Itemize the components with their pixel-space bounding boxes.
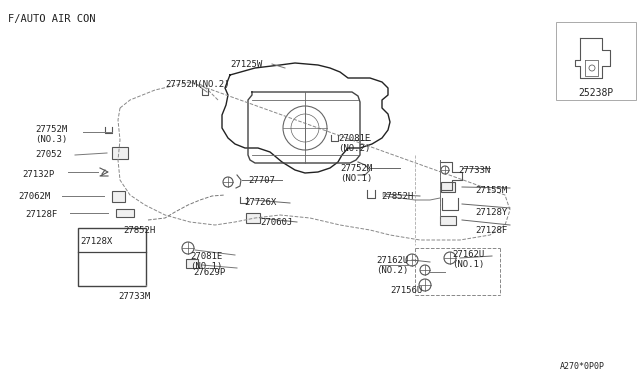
Bar [186,259,198,268]
Text: 27128F: 27128F [475,226,508,235]
Text: 27155M: 27155M [475,186,508,195]
Text: 27852H: 27852H [123,226,156,235]
Text: 27733M: 27733M [118,292,150,301]
Text: (NO.1): (NO.1) [340,174,372,183]
Text: 27852H: 27852H [381,192,413,201]
Text: 27060J: 27060J [260,218,292,227]
Bar [441,182,455,192]
Text: 27752M: 27752M [35,125,67,134]
Text: 27156U: 27156U [390,286,422,295]
Bar [440,216,456,225]
Text: 27062M: 27062M [18,192,51,201]
Text: (NO.2): (NO.2) [376,266,408,275]
Text: 27052: 27052 [35,150,62,159]
Text: 27162U: 27162U [452,250,484,259]
Text: 27081E: 27081E [190,252,222,261]
Text: 27726X: 27726X [244,198,276,207]
Text: 27128Y: 27128Y [475,208,508,217]
Bar [246,213,260,223]
Text: 27707: 27707 [248,176,275,185]
Bar [112,191,125,202]
Text: 27125W: 27125W [230,60,262,69]
Text: 27752M: 27752M [340,164,372,173]
Text: (NO.1): (NO.1) [452,260,484,269]
Bar [78,228,146,286]
Text: 27132P: 27132P [22,170,54,179]
Bar [116,209,134,217]
Text: (NO.2): (NO.2) [338,144,371,153]
Text: 27162U: 27162U [376,256,408,265]
Text: (NO.3): (NO.3) [35,135,67,144]
Text: 27752M(NO.2): 27752M(NO.2) [165,80,230,89]
Text: F/AUTO AIR CON: F/AUTO AIR CON [8,14,95,24]
Bar [556,22,636,100]
Text: (NO.1): (NO.1) [190,262,222,271]
Text: 27733N: 27733N [458,166,490,175]
Text: 25238P: 25238P [579,88,614,98]
Text: 27128X: 27128X [80,237,112,246]
Text: 27629P: 27629P [193,268,225,277]
Bar [112,147,128,159]
Text: 27128F: 27128F [25,210,57,219]
Text: 27081E: 27081E [338,134,371,143]
Text: A270*0P0P: A270*0P0P [560,362,605,371]
